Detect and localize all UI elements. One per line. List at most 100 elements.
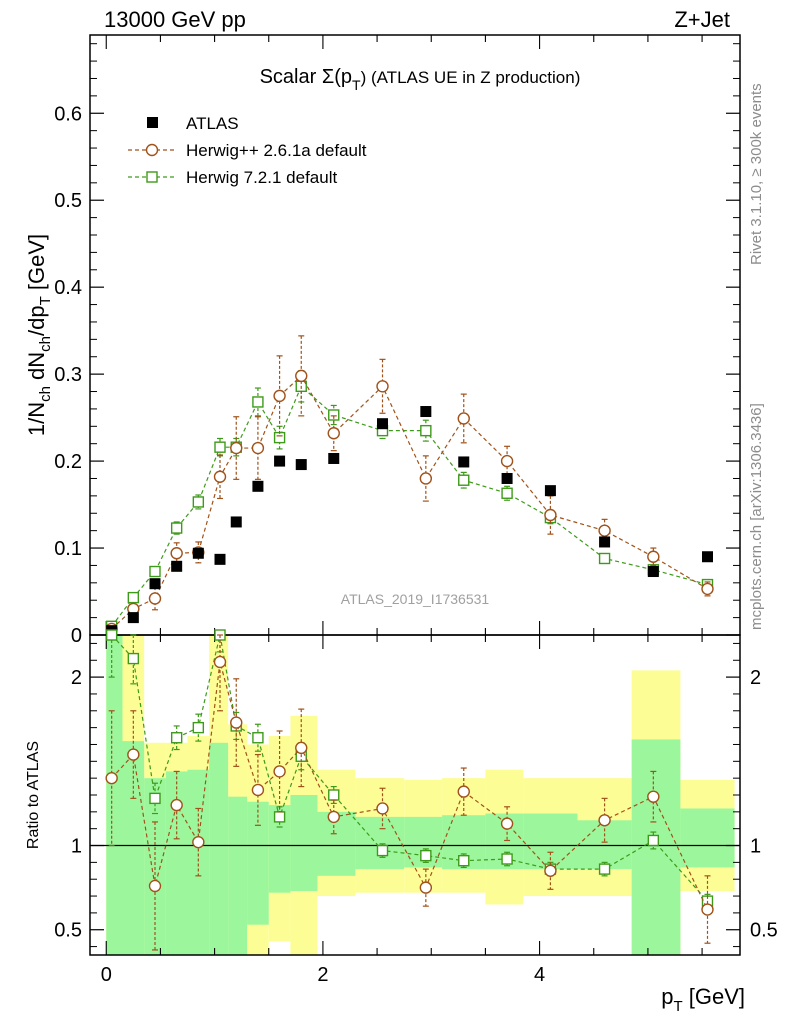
main-herwig7-point-13 <box>458 474 470 486</box>
ratio-herwigpp-point-13 <box>457 785 470 798</box>
atlas-point-15 <box>544 485 556 497</box>
energy-label: 13000 GeV pp <box>104 7 246 32</box>
main-ytick-label-0: 0 <box>71 625 82 647</box>
xlabel-sub: T <box>673 998 682 1015</box>
main-herwigpp-point-15 <box>544 508 557 522</box>
main-herwigpp-point-17 <box>647 550 660 563</box>
ratio-ytick-label-right-2: 2 <box>750 667 761 689</box>
band-inner-15 <box>523 813 578 870</box>
ratio-ytick-label-left-0: 0.5 <box>54 920 82 942</box>
band-inner-18 <box>680 808 735 868</box>
process-label: Z+Jet <box>674 7 730 32</box>
legend-herwig7-label: Herwig 7.2.1 default <box>186 168 337 187</box>
main-herwig7-point-3 <box>170 522 183 534</box>
main-herwig7-point-12 <box>420 424 432 437</box>
atlas-point-13 <box>458 456 470 468</box>
ylabel-c-sub: T <box>37 296 54 305</box>
main-herwigpp-point-8 <box>273 389 286 403</box>
ratio-herwigpp-point-18 <box>701 903 714 916</box>
ratio-series-group <box>105 629 714 951</box>
main-herwig7-point-2 <box>149 565 161 578</box>
ratio-herwigpp-point-4 <box>192 835 205 849</box>
ratio-herwigpp-point-17 <box>647 790 660 803</box>
ratio-herwig7-point-7 <box>252 732 264 744</box>
ratio-herwig7-point-11 <box>376 844 389 857</box>
plot-title: Scalar Σ(pT) (ATLAS UE in Z production) <box>260 66 581 93</box>
ylabel-d: [GeV] <box>24 234 49 296</box>
main-herwig7-point-14 <box>501 487 513 499</box>
main-herwigpp-point-16 <box>598 524 611 537</box>
atlas-point-5 <box>214 553 226 565</box>
ratio-herwig7-point-17 <box>647 834 660 847</box>
main-herwigpp-point-9 <box>295 369 308 383</box>
main-herwigpp-point-3 <box>170 547 183 560</box>
legend-herwigpp-marker <box>145 143 159 157</box>
ratio-herwigpp-point-8 <box>273 765 286 778</box>
legend-atlas-label: ATLAS <box>186 114 239 133</box>
main-ytick-label-4: 0.4 <box>54 277 82 299</box>
ratio-herwigpp-point-1 <box>127 748 140 761</box>
main-herwigpp-point-12 <box>419 472 433 485</box>
ratio-herwig7-point-2 <box>149 792 161 805</box>
main-series-group <box>105 335 714 637</box>
ratio-herwigpp-point-16 <box>598 814 611 827</box>
legend-atlas-marker <box>147 117 158 128</box>
main-herwigpp-point-13 <box>457 412 470 425</box>
band-inner-3 <box>165 771 188 955</box>
band-inner-8 <box>268 805 291 893</box>
main-herwig7-point-8 <box>273 431 286 444</box>
x-tick-label-2: 4 <box>534 964 545 986</box>
analysis-watermark: ATLAS_2019_I1736531 <box>341 591 490 607</box>
ratio-ytick-label-right-1: 1 <box>750 836 761 858</box>
ratio-herwig7-point-13 <box>458 854 470 867</box>
ratio-herwigpp-point-5 <box>213 655 227 669</box>
band-inner-10 <box>317 811 356 876</box>
ratio-herwig7-point-12 <box>420 849 432 862</box>
atlas-point-7 <box>252 480 264 492</box>
ratio-herwig7-point-4 <box>192 721 205 734</box>
main-herwig7-point-10 <box>328 409 340 421</box>
band-inner-17 <box>631 739 681 955</box>
ylabel-a: 1/N <box>24 402 49 436</box>
ratio-herwigpp-point-14 <box>500 817 514 830</box>
legend-herwig7-marker <box>146 171 158 183</box>
atlas-point-10 <box>328 452 340 464</box>
atlas-point-18 <box>702 551 713 563</box>
atlas-point-17 <box>647 566 659 578</box>
band-inner-1 <box>122 741 145 955</box>
atlas-point-16 <box>599 536 611 548</box>
ylabel-c: /dp <box>24 305 49 336</box>
main-ytick-label-2: 0.2 <box>54 451 82 473</box>
ratio-herwigpp-point-12 <box>419 881 433 894</box>
main-herwigpp-point-14 <box>500 454 514 468</box>
rivet-label: Rivet 3.1.10, ≥ 300k events <box>748 83 765 265</box>
ylabel-b-sub: ch <box>37 336 54 352</box>
main-herwigpp-point-5 <box>213 470 227 483</box>
band-inner-7 <box>247 801 269 925</box>
x-tick-label-0: 0 <box>101 964 112 986</box>
ratio-herwig7-point-10 <box>328 789 340 801</box>
main-axis-ticks: 0 0.1 0.2 0.3 0.4 0.5 0.6 <box>54 35 740 647</box>
plot-title-sub: T <box>352 77 361 93</box>
band-inner-2 <box>144 778 166 955</box>
atlas-point-8 <box>274 455 286 467</box>
main-herwigpp-point-11 <box>376 380 389 393</box>
ratio-ytick-label-left-2: 2 <box>71 667 82 689</box>
atlas-point-11 <box>377 418 388 430</box>
main-herwig7-point-1 <box>127 591 140 604</box>
ylabel-a-sub: ch <box>37 386 54 402</box>
band-inner-6 <box>228 796 248 955</box>
ratio-herwigpp-point-15 <box>544 864 557 877</box>
main-ytick-label-6: 0.6 <box>54 103 82 125</box>
ratio-herwig7-point-8 <box>273 811 286 823</box>
atlas-point-3 <box>171 560 183 572</box>
main-herwigpp-point-2 <box>148 592 162 605</box>
ratio-herwigpp-point-2 <box>148 879 162 893</box>
plot-title-tail: ) (ATLAS UE in Z production) <box>361 68 581 87</box>
ratio-ytick-label-left-1: 1 <box>71 836 82 858</box>
ratio-herwigpp-point-9 <box>295 741 308 755</box>
xlabel-tail: [GeV] <box>683 984 745 1009</box>
atlas-point-1 <box>127 612 139 624</box>
main-herwigpp-point-7 <box>251 441 265 455</box>
